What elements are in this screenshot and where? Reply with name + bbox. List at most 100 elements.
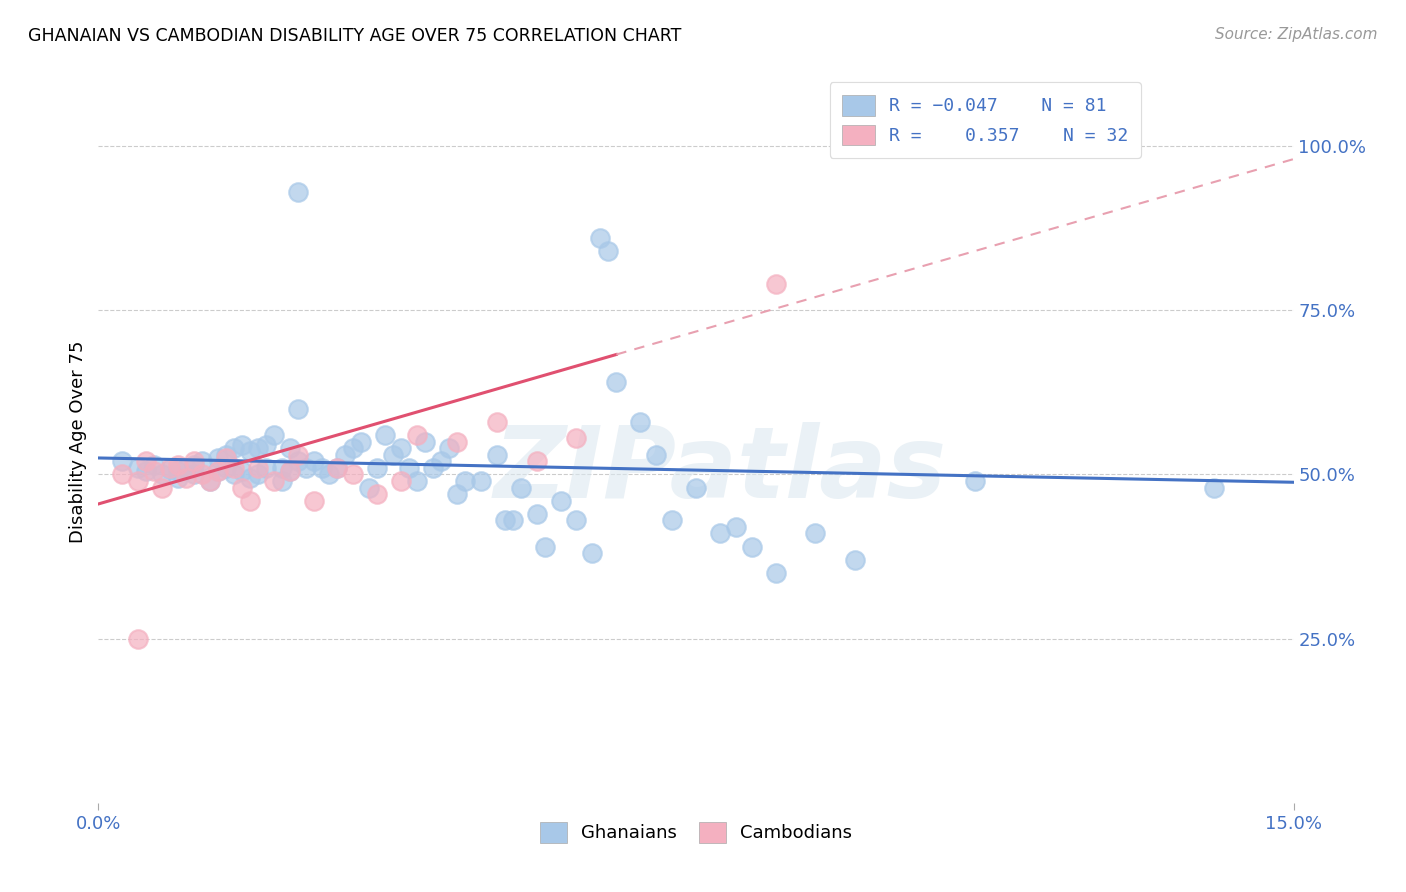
Point (191, 467, 214, 482)
Point (628, 415, 651, 429)
Point (167, 458, 190, 472)
Point (207, 450, 229, 465)
Point (263, 474, 285, 488)
Point (765, 566, 787, 580)
Point (565, 513, 588, 527)
Point (502, 513, 524, 527)
Point (246, 467, 269, 482)
Point (191, 454, 214, 468)
Point (709, 526, 731, 541)
Point (533, 540, 555, 554)
Point (287, 448, 309, 462)
Text: GHANAIAN VS CAMBODIAN DISABILITY AGE OVER 75 CORRELATION CHART: GHANAIAN VS CAMBODIAN DISABILITY AGE OVE… (28, 27, 682, 45)
Point (350, 434, 373, 449)
Point (382, 448, 405, 462)
Point (159, 462, 181, 476)
Point (127, 474, 149, 488)
Point (278, 464, 301, 478)
Point (231, 438, 253, 452)
Point (150, 481, 173, 495)
Point (685, 481, 707, 495)
Point (174, 460, 197, 475)
Point (302, 454, 325, 468)
Point (270, 474, 292, 488)
Point (207, 464, 229, 478)
Point (326, 460, 349, 475)
Point (127, 632, 149, 646)
Point (454, 474, 477, 488)
Point (239, 471, 262, 485)
Point (207, 464, 229, 478)
Point (215, 460, 238, 475)
Point (246, 460, 269, 475)
Point (437, 441, 460, 455)
Point (135, 464, 157, 478)
Point (661, 513, 683, 527)
Point (231, 464, 253, 478)
Point (509, 481, 531, 495)
Point (389, 441, 412, 455)
Point (287, 185, 309, 199)
Point (765, 277, 787, 291)
Point (342, 441, 364, 455)
Point (318, 467, 340, 482)
Point (183, 454, 205, 468)
Point (589, 231, 612, 245)
Point (239, 493, 262, 508)
Y-axis label: Disability Age Over 75: Disability Age Over 75 (69, 340, 87, 543)
Point (222, 460, 245, 475)
Point (844, 553, 866, 567)
Point (111, 467, 134, 482)
Point (422, 460, 444, 475)
Point (485, 448, 508, 462)
Point (446, 434, 468, 449)
Point (167, 464, 190, 478)
Point (294, 460, 316, 475)
Point (645, 448, 668, 462)
Point (605, 376, 627, 390)
Point (127, 460, 149, 475)
Point (174, 471, 197, 485)
Point (598, 244, 620, 258)
Point (311, 460, 333, 475)
Point (342, 467, 364, 482)
Point (111, 454, 134, 468)
Text: ZIPatlas: ZIPatlas (494, 422, 946, 519)
Point (374, 428, 396, 442)
Point (446, 487, 468, 501)
Point (215, 450, 238, 465)
Point (231, 481, 253, 495)
Point (724, 520, 747, 534)
Point (1202, 481, 1225, 495)
Point (167, 471, 190, 485)
Point (406, 428, 429, 442)
Point (278, 464, 301, 478)
Point (150, 467, 173, 482)
Point (485, 415, 508, 429)
Point (413, 434, 436, 449)
Point (366, 460, 388, 475)
Point (143, 458, 166, 472)
Point (135, 454, 157, 468)
Point (270, 460, 292, 475)
Legend: R = −0.047    N = 81, R =    0.357    N = 32: R = −0.047 N = 81, R = 0.357 N = 32 (830, 82, 1142, 158)
Point (287, 401, 309, 416)
Point (406, 474, 429, 488)
Point (222, 441, 245, 455)
Point (302, 493, 325, 508)
Point (198, 474, 221, 488)
Point (239, 444, 262, 458)
Point (526, 507, 548, 521)
Point (359, 481, 381, 495)
Point (494, 513, 516, 527)
Point (222, 467, 245, 482)
Point (389, 474, 412, 488)
Point (398, 460, 420, 475)
Point (246, 441, 269, 455)
Point (143, 464, 166, 478)
Point (287, 454, 309, 468)
Point (254, 438, 277, 452)
Point (526, 454, 548, 468)
Point (263, 428, 285, 442)
Point (581, 546, 603, 560)
